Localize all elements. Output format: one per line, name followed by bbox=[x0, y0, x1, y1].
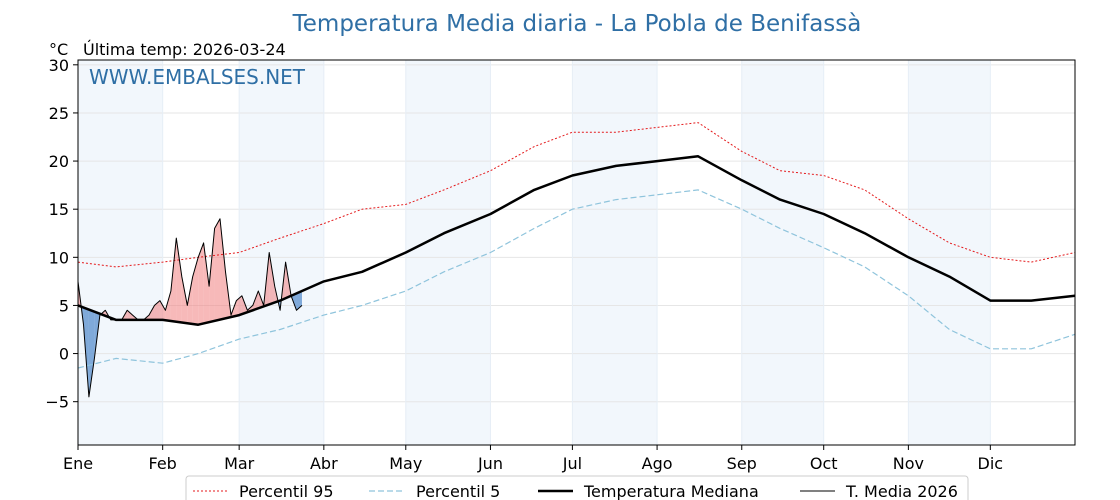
x-tick-label: Dic bbox=[978, 454, 1004, 473]
anomaly-fill-above bbox=[236, 295, 242, 316]
x-axis: Ene Feb Mar Abr May Jun Jul Ago Sep Oct Nov Dic bbox=[63, 445, 1003, 473]
y-tick-label: 30 bbox=[49, 56, 69, 75]
month-band bbox=[239, 60, 324, 445]
y-tick-label: 25 bbox=[49, 104, 69, 123]
y-tick-label: 5 bbox=[59, 296, 69, 315]
anomaly-fill-above bbox=[154, 300, 160, 320]
anomaly-fill-above bbox=[127, 310, 133, 320]
anomaly-fill-above bbox=[198, 242, 204, 325]
anomaly-fill-below bbox=[296, 291, 302, 311]
y-tick-label: 15 bbox=[49, 200, 69, 219]
x-tick-label: Nov bbox=[893, 454, 924, 473]
series-line-median bbox=[77, 155, 1076, 326]
anomaly-fill-above bbox=[203, 242, 210, 324]
unit-label: °C bbox=[49, 40, 68, 59]
y-tick-label: −5 bbox=[45, 393, 69, 412]
watermark: WWW.EMBALSES.NET bbox=[89, 65, 306, 89]
anomaly-fill-above bbox=[176, 238, 182, 323]
legend-label-p95: Percentil 95 bbox=[239, 482, 334, 500]
anomaly-fill-above bbox=[181, 276, 188, 324]
month-band bbox=[741, 60, 824, 445]
legend-label-p5: Percentil 5 bbox=[416, 482, 500, 500]
anomaly-fill-above bbox=[209, 228, 215, 323]
series-line-p5 bbox=[77, 189, 1076, 369]
x-tick-label: Feb bbox=[149, 454, 177, 473]
legend-label-current: T. Media 2026 bbox=[845, 482, 958, 500]
anomaly-fill-above bbox=[220, 218, 226, 320]
legend-box bbox=[185, 475, 969, 500]
x-tick-label: Ago bbox=[642, 454, 673, 473]
x-tick-label: Abr bbox=[310, 454, 338, 473]
legend-label-median: Temperatura Mediana bbox=[583, 482, 759, 500]
y-axis: −5 0 5 10 15 20 25 30 bbox=[45, 56, 78, 412]
anomaly-fill-above bbox=[149, 305, 155, 320]
legend: Percentil 95 Percentil 5 Temperatura Med… bbox=[185, 475, 969, 500]
anomaly-fill-above bbox=[214, 218, 221, 321]
series-lines bbox=[77, 122, 1076, 398]
anomaly-fill-above bbox=[192, 257, 199, 325]
anomaly-fill-above bbox=[269, 252, 275, 305]
month-bands bbox=[78, 60, 991, 445]
x-tick-label: Oct bbox=[810, 454, 838, 473]
chart-title: Temperatura Media diaria - La Pobla de B… bbox=[292, 11, 862, 37]
plot-frame bbox=[77, 59, 1076, 446]
y-tick-label: 20 bbox=[49, 152, 69, 171]
anomaly-fill-above bbox=[159, 300, 166, 321]
x-tick-label: Ene bbox=[63, 454, 93, 473]
month-band bbox=[78, 60, 163, 445]
x-tick-label: May bbox=[389, 454, 422, 473]
x-tick-label: Mar bbox=[224, 454, 255, 473]
anomaly-fill-above bbox=[170, 238, 177, 322]
month-band bbox=[405, 60, 491, 445]
x-tick-label: Jun bbox=[477, 454, 503, 473]
month-band bbox=[572, 60, 658, 445]
anomaly-fill-above bbox=[187, 276, 193, 324]
y-tick-label: 0 bbox=[59, 345, 69, 364]
series-line-current bbox=[77, 218, 303, 398]
x-tick-label: Jul bbox=[562, 454, 582, 473]
x-tick-label: Sep bbox=[727, 454, 757, 473]
anomaly-fill-below bbox=[88, 309, 95, 397]
last-temp-label: Última temp: 2026-03-24 bbox=[83, 40, 286, 59]
anomaly-fill-above bbox=[165, 291, 171, 321]
y-tick-label: 10 bbox=[49, 248, 69, 267]
